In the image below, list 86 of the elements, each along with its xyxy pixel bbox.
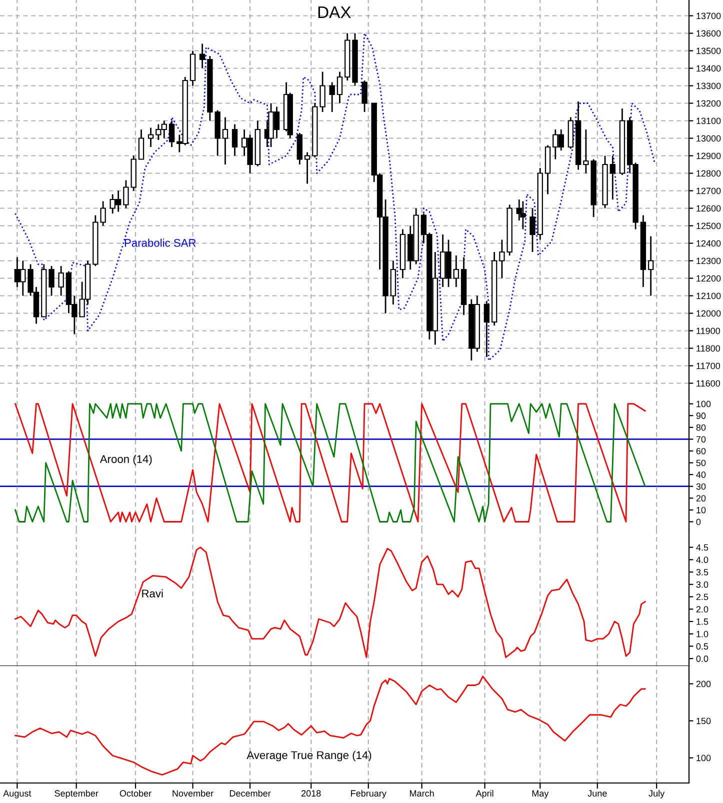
y-tick-label: 2.0 — [696, 606, 708, 612]
line-series — [14, 676, 646, 776]
x-tick-label: June — [588, 790, 607, 797]
y-tick-label: 200 — [696, 680, 711, 688]
y-tick-label: 90 — [696, 412, 706, 419]
candlestick — [336, 71, 343, 104]
x-tick-label: March — [410, 790, 434, 797]
y-tick-label: 150 — [696, 718, 711, 724]
y-tick-label: 13200 — [696, 100, 721, 107]
y-tick-label: 12000 — [696, 310, 721, 317]
candlestick — [484, 300, 490, 358]
x-tick-label: April — [476, 790, 494, 798]
y-tick-label: 0 — [696, 518, 701, 526]
candlestick — [329, 82, 335, 113]
y-tick-label: 12700 — [696, 188, 721, 194]
candlestick — [610, 155, 616, 200]
candlestick — [222, 116, 228, 166]
x-tick-label: July — [648, 790, 665, 798]
y-tick-label: 12300 — [696, 258, 721, 264]
x-tick-label: September — [54, 790, 98, 798]
line-series — [14, 546, 646, 658]
y-tick-label: 1.5 — [696, 618, 708, 625]
y-tick-label: 10 — [696, 506, 706, 514]
candlestick — [58, 265, 64, 296]
y-tick-label: 11600 — [696, 380, 720, 387]
y-tick-label: 1.0 — [696, 630, 708, 638]
y-tick-label: 12800 — [696, 170, 721, 177]
series-label: Parabolic SAR — [124, 238, 196, 247]
y-tick-label: 13100 — [696, 118, 721, 124]
candlestick — [520, 200, 526, 230]
y-tick-label: 11800 — [696, 345, 720, 352]
y-tick-label: 4.5 — [696, 544, 708, 551]
candlestick — [199, 43, 206, 69]
y-tick-label: 11900 — [696, 328, 720, 334]
candlestick — [123, 180, 129, 209]
line-series — [14, 32, 656, 362]
x-tick-label: May — [532, 790, 549, 798]
y-tick-label: 12900 — [696, 152, 721, 160]
candlestick — [168, 120, 175, 148]
x-tick-label: November — [172, 790, 214, 797]
annotation: Aroon (14) — [100, 454, 152, 466]
y-tick-label: 0.5 — [696, 643, 708, 650]
y-tick-label: 50 — [696, 460, 706, 466]
y-tick-label: 40 — [696, 472, 706, 478]
x-tick-label: August — [3, 790, 32, 798]
y-tick-label: 2.5 — [696, 594, 708, 600]
y-tick-label: 20 — [696, 495, 706, 502]
y-tick-label: 80 — [696, 424, 706, 431]
candlestick — [362, 80, 368, 113]
y-tick-label: 12500 — [696, 222, 721, 230]
y-tick-label: 13000 — [696, 135, 721, 142]
series-label: Average True Range (14) — [246, 750, 372, 762]
x-tick-label: December — [230, 790, 271, 797]
candlestick — [138, 128, 144, 160]
y-tick-label: 13600 — [696, 30, 721, 37]
y-tick-label: 12400 — [696, 240, 721, 247]
y-tick-label: 13300 — [696, 82, 721, 90]
y-tick-label: 30 — [696, 483, 706, 490]
y-tick-label: 12200 — [696, 275, 721, 282]
candlestick — [48, 265, 54, 296]
x-tick-label: October — [120, 790, 152, 797]
y-tick-label: 13500 — [696, 48, 721, 54]
y-tick-label: 3.5 — [696, 569, 708, 576]
y-tick-label: 100 — [696, 400, 711, 408]
x-tick-label: February — [351, 790, 386, 798]
y-tick-label: 0.0 — [696, 656, 708, 662]
y-tick-label: 13400 — [696, 65, 721, 72]
y-tick-label: 11700 — [696, 362, 720, 370]
y-tick-label: 3.0 — [696, 581, 708, 588]
y-tick-label: 100 — [696, 754, 711, 762]
y-tick-label: 12100 — [696, 292, 721, 300]
y-tick-label: 13700 — [696, 12, 721, 20]
y-tick-label: 12600 — [696, 205, 721, 212]
candlestick — [232, 124, 238, 156]
series-label: Ravi — [142, 589, 163, 598]
line-series — [14, 403, 646, 522]
x-tick-label: 2018 — [302, 790, 321, 797]
candlestick — [148, 127, 154, 148]
candlestick — [648, 236, 654, 296]
y-tick-label: 4.0 — [696, 556, 708, 564]
chart-title: DAX — [318, 6, 351, 18]
y-tick-label: 70 — [696, 436, 706, 443]
candlestick — [453, 254, 459, 288]
candlestick — [304, 152, 310, 184]
candlestick — [530, 208, 536, 253]
y-tick-label: 60 — [696, 448, 706, 454]
